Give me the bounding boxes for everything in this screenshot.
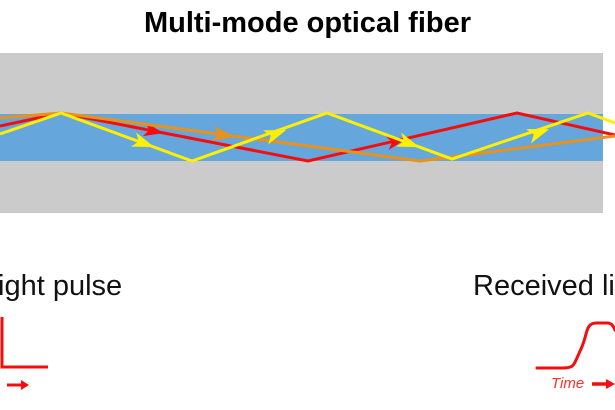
ray-orange-arrowhead-icon <box>212 126 235 142</box>
ray-yellow-arrowhead-icon <box>131 132 155 148</box>
time-arrow-left-head-icon <box>21 380 29 390</box>
ray-yellow-arrowhead-icon <box>263 129 287 145</box>
time-axis-label: Time <box>551 375 585 392</box>
ray-orange <box>0 111 615 163</box>
ray-yellow-arrowhead-icon <box>396 132 420 148</box>
received-pulse-label: Received lig <box>473 270 615 302</box>
ray-red <box>0 111 615 163</box>
transmitted-pulse-waveform <box>0 317 48 369</box>
transmitted-pulse-label: ight pulse <box>0 270 123 302</box>
time-arrow-right-head-icon <box>606 379 615 389</box>
diagram-title: Multi-mode optical fiber <box>143 7 472 39</box>
received-pulse-waveform <box>535 321 615 370</box>
ray-yellow-arrowhead-icon <box>526 129 550 144</box>
ray-yellow <box>0 111 615 163</box>
